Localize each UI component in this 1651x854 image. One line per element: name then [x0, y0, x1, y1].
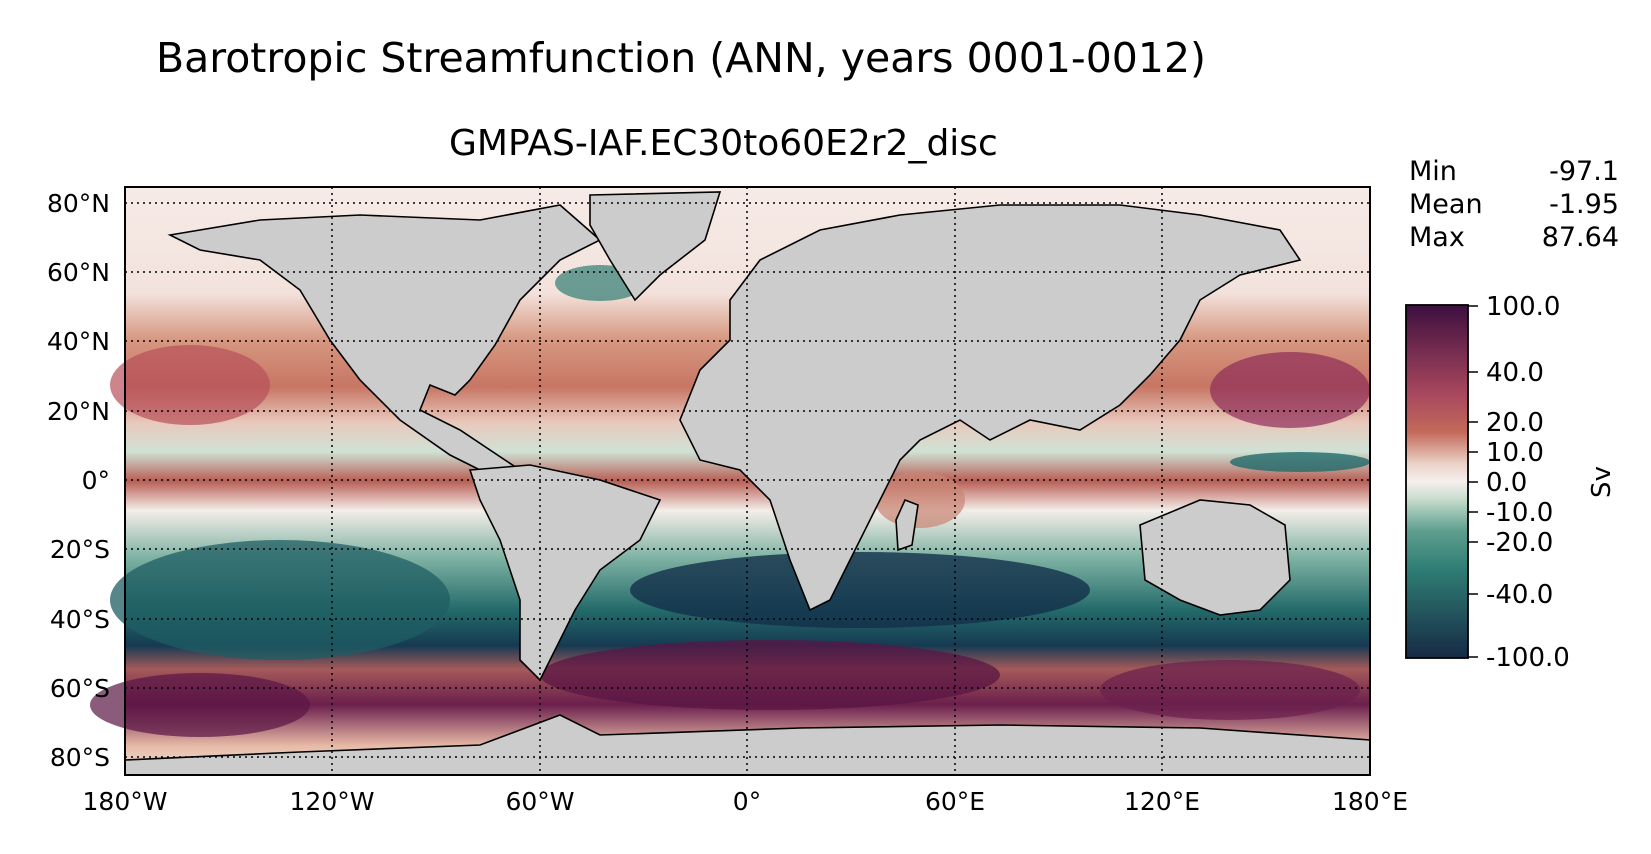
southern-ocean-east: [540, 640, 1000, 710]
land: [124, 191, 1371, 776]
colorbar-tick-label: 100.0: [1486, 292, 1560, 322]
latitude-tick-label: 40°S: [50, 605, 110, 634]
stat-row-max: Max 87.64: [1409, 221, 1619, 254]
greenland-land: [589, 191, 722, 302]
southern-ocean-pacific: [1100, 660, 1360, 720]
latitude-tick-label: 40°N: [47, 327, 110, 356]
colorbar-bar: [1405, 304, 1469, 659]
africa-eurasia-land: [679, 204, 1302, 612]
north-america-land: [167, 204, 602, 481]
latitude-tick-label: 20°N: [47, 397, 110, 426]
colorbar-tick-label: 20.0: [1486, 408, 1544, 438]
equatorial-band: [1230, 452, 1370, 472]
latitude-axis: 80°N 60°N 40°N 20°N 0° 20°S 40°S 60°S 80°S: [47, 189, 110, 772]
kuroshio-gyre: [1210, 352, 1370, 428]
latitude-tick-label: 0°: [82, 466, 110, 495]
longitude-tick-label: 120°W: [290, 787, 375, 816]
southern-ocean-west: [90, 673, 310, 737]
stat-label: Min: [1409, 156, 1457, 187]
longitude-tick-label: 180°E: [1332, 787, 1408, 816]
latitude-tick-label: 60°N: [47, 258, 110, 287]
stats-panel: Min -97.1 Mean -1.95 Max 87.64: [1409, 155, 1619, 254]
colorbar: 100.0 40.0 20.010.00.0-10.0-20.0 -40.0 -100.…: [1405, 292, 1617, 673]
longitude-tick-label: 60°E: [925, 787, 985, 816]
colorbar-tick-label: -10.0: [1486, 498, 1553, 528]
stat-label: Mean: [1409, 189, 1483, 220]
colorbar-tick-label: 0.0: [1486, 468, 1527, 498]
latitude-tick-label: 80°S: [50, 743, 110, 772]
south-america-land: [468, 464, 662, 682]
colorbar-tick-label: 40.0: [1486, 358, 1544, 388]
longitude-tick-label: 0°: [733, 787, 761, 816]
colorbar-tick-label: -40.0: [1486, 580, 1553, 610]
stat-value: 87.64: [1541, 222, 1619, 253]
stat-row-min: Min -97.1: [1409, 155, 1619, 188]
stat-label: Max: [1409, 222, 1465, 253]
pacific-gyre-north: [110, 345, 270, 425]
stat-value: -97.1: [1549, 156, 1619, 187]
gridlines: [125, 187, 1370, 775]
stat-row-mean: Mean -1.95: [1409, 188, 1619, 221]
longitude-tick-label: 120°E: [1124, 787, 1200, 816]
latitude-tick-label: 60°S: [50, 674, 110, 703]
colorbar-tick-label: -100.0: [1486, 643, 1570, 673]
latitude-tick-label: 80°N: [47, 189, 110, 218]
madagascar-land: [895, 498, 919, 552]
longitude-tick-label: 60°W: [505, 787, 574, 816]
colorbar-tick-label: 10.0: [1486, 438, 1544, 468]
latitude-tick-label: 20°S: [50, 535, 110, 564]
plot-title: Barotropic Streamfunction (ANN, years 00…: [156, 34, 1207, 82]
longitude-axis: 180°W 120°W 60°W 0° 60°E 120°E 180°E: [83, 787, 1408, 816]
indian-gyre: [875, 472, 965, 528]
map-panel: [90, 187, 1371, 776]
longitude-tick-label: 180°W: [83, 787, 168, 816]
plot-subtitle: GMPAS-IAF.EC30to60E2r2_disc: [449, 123, 998, 164]
colorbar-tick-label: -20.0: [1486, 528, 1553, 558]
pacific-gyre-south: [110, 540, 450, 660]
stat-value: -1.95: [1549, 189, 1619, 220]
colorbar-label: Sv: [1587, 466, 1617, 498]
map-frame: [124, 186, 1371, 776]
acc-south-atlantic: [630, 552, 1090, 628]
colorbar-ticks: 100.0 40.0 20.010.00.0-10.0-20.0 -40.0 -100.…: [1468, 292, 1570, 673]
